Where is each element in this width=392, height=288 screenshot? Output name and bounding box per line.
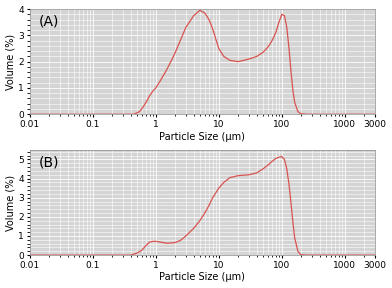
Y-axis label: Volume (%): Volume (%) [5,34,16,90]
Y-axis label: Volume (%): Volume (%) [5,175,16,231]
X-axis label: Particle Size (μm): Particle Size (μm) [160,272,245,283]
X-axis label: Particle Size (μm): Particle Size (μm) [160,132,245,142]
Text: (B): (B) [38,155,59,169]
Text: (A): (A) [38,14,59,28]
